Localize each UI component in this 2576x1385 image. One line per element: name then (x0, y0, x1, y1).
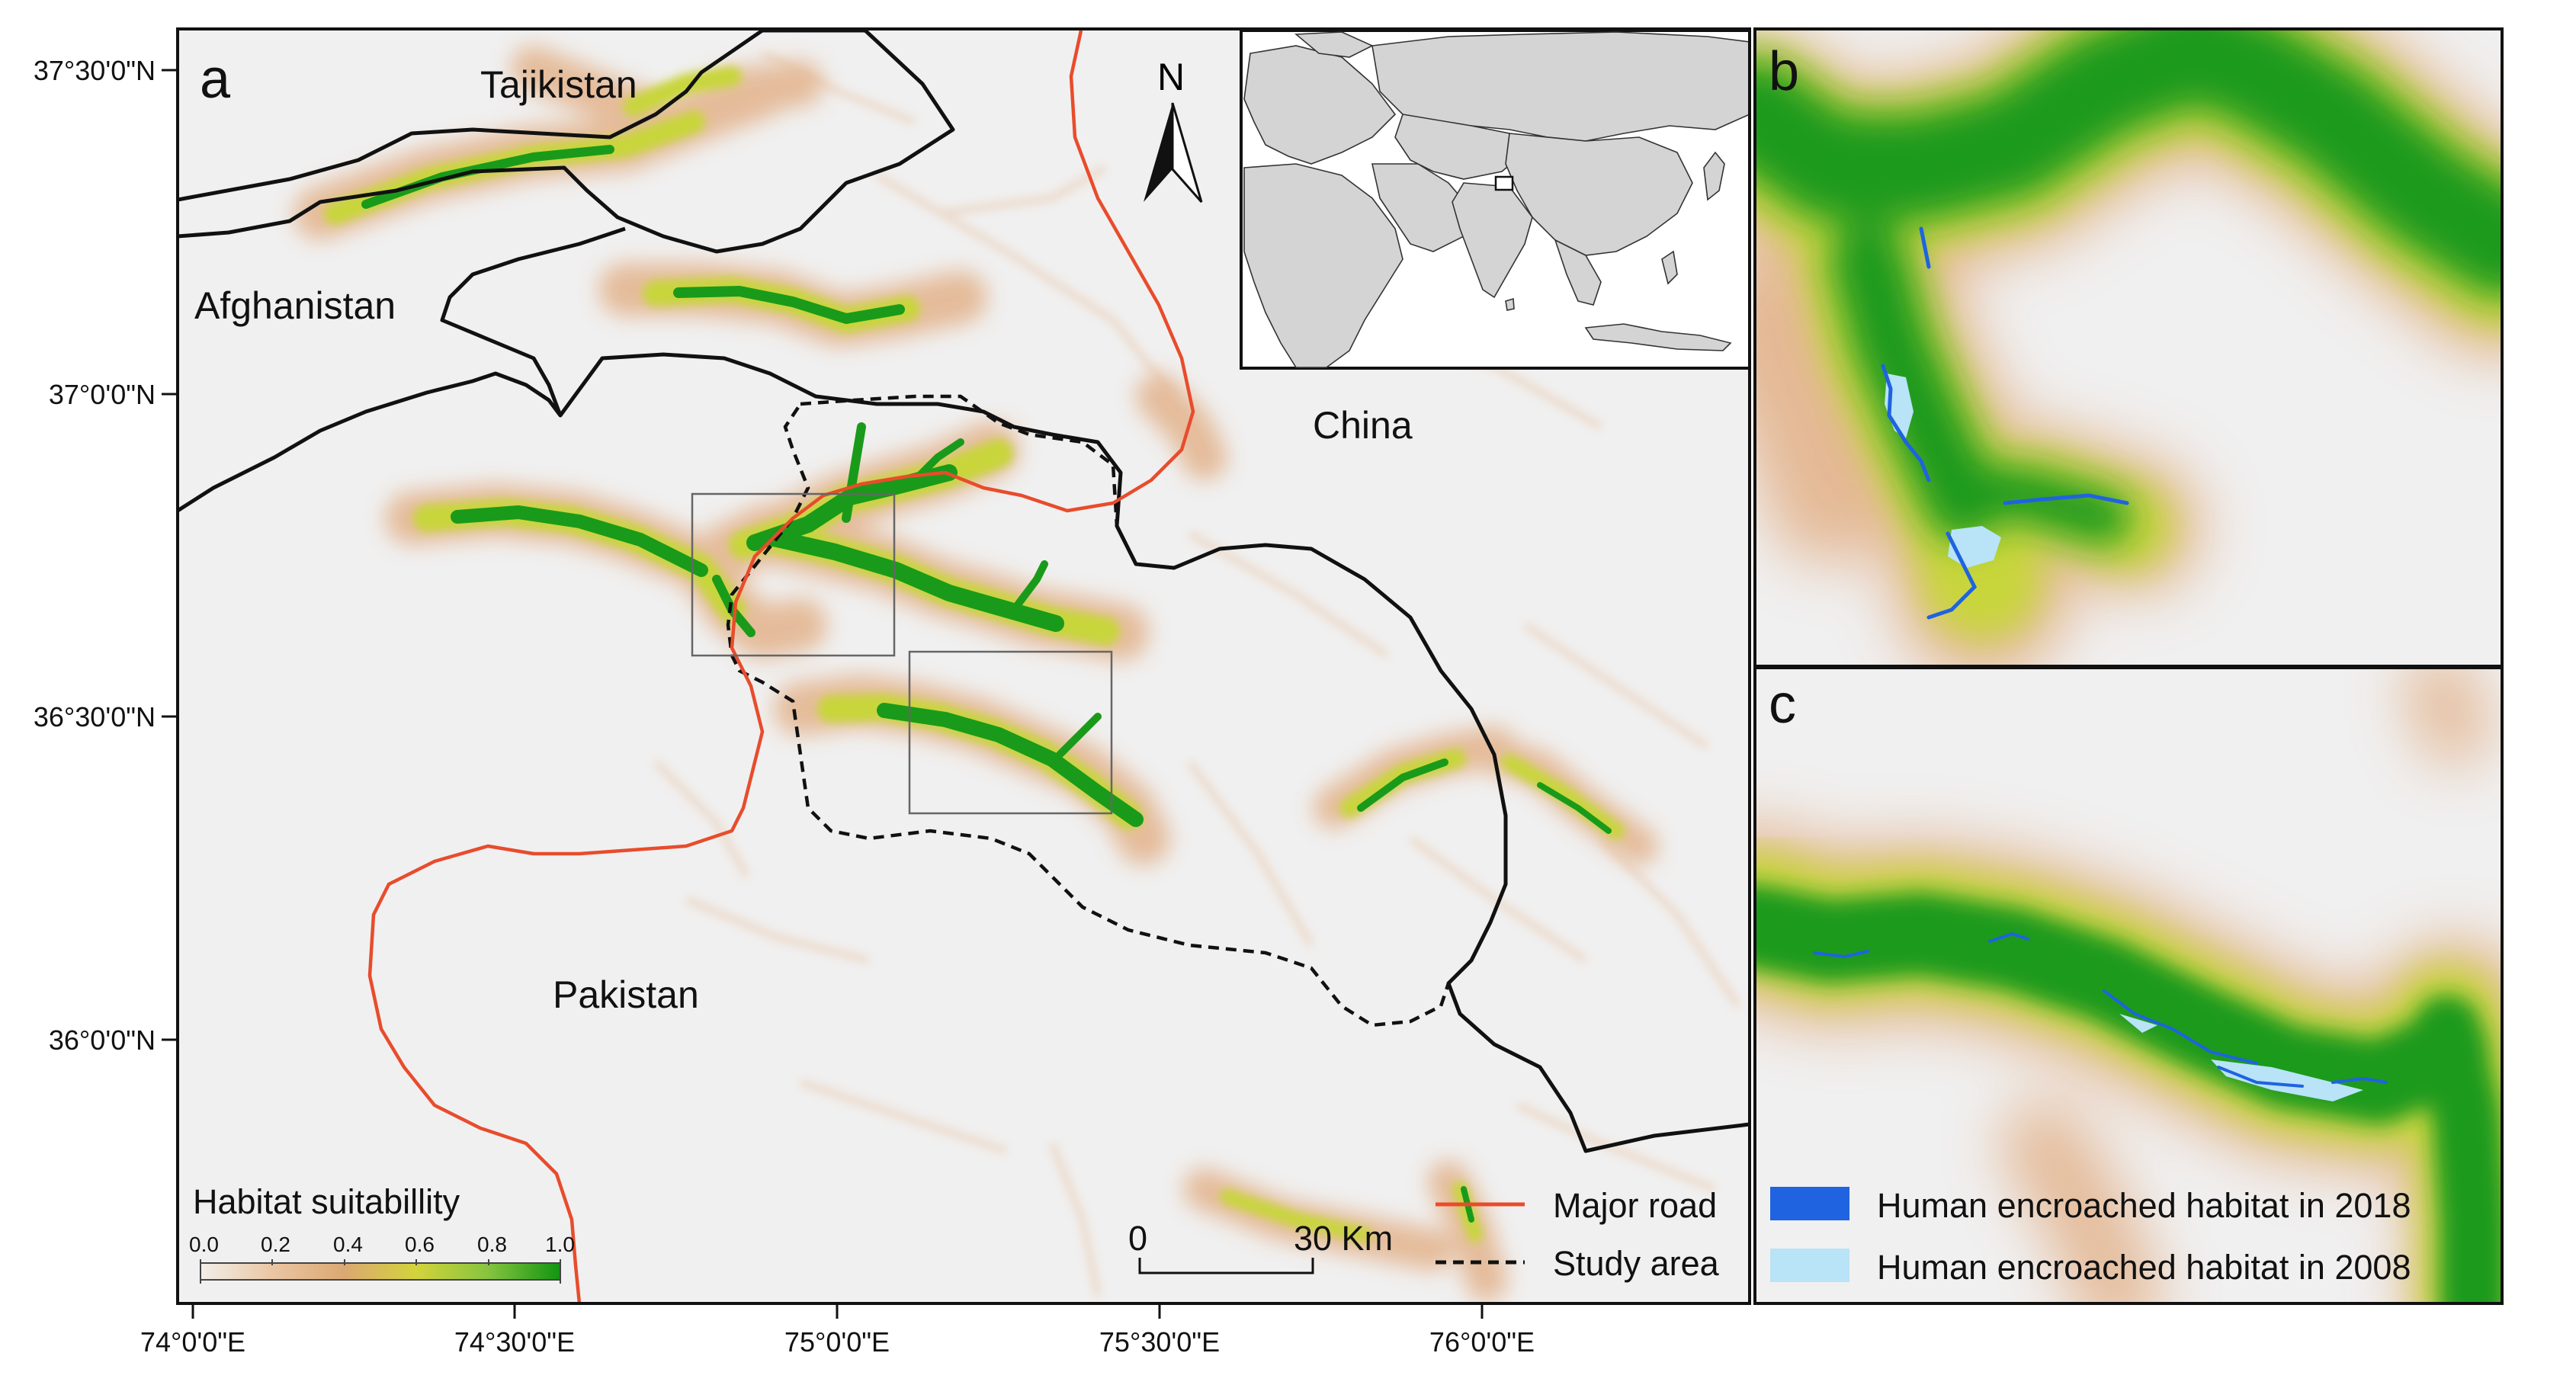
panel-a-letter: a (200, 49, 231, 110)
habitat-tick-0: 0.0 (189, 1233, 219, 1256)
legend-2018-label: Human encroached habitat in 2018 (1877, 1186, 2411, 1225)
scale-bar: 0 30 Km (1128, 1219, 1393, 1274)
habitat-legend-colorbar (200, 1262, 561, 1281)
label-pakistan: Pakistan (553, 973, 699, 1016)
inset-study-location (1494, 175, 1514, 191)
encroachment-c-2018 (1813, 931, 2388, 1088)
habitat-tick-4: 0.8 (477, 1233, 507, 1256)
scale-bar-end: 30 Km (1294, 1219, 1393, 1258)
lon-label-7600: 76°0'0"E (1429, 1326, 1535, 1358)
habitat-legend: Habitat suitabillity 0.0 0.2 0.4 0.6 0.8… (189, 1182, 575, 1284)
habitat-legend-title: Habitat suitabillity (193, 1182, 460, 1221)
lat-label-3600: 36°0'0"N (49, 1024, 156, 1056)
encroachment-c-2008 (2119, 1014, 2363, 1101)
panel-c-map: c Human encroached habitat in 2018 Human… (1753, 666, 2504, 1305)
scale-bar-start: 0 (1128, 1219, 1147, 1258)
lat-label-3730: 37°30'0"N (34, 55, 156, 86)
panel-c-letter: c (1769, 674, 1796, 735)
legend-2008-swatch (1770, 1249, 1849, 1282)
panel-b-letter: b (1769, 41, 1799, 102)
detail-box-c (908, 650, 1113, 815)
latitude-axis: 37°30'0"N 37°0'0"N 36°30'0"N 36°0'0"N (34, 55, 178, 1056)
legend-2018-swatch (1770, 1187, 1849, 1220)
lon-label-7430: 74°30'0"E (454, 1326, 575, 1358)
label-china: China (1313, 404, 1413, 447)
lon-label-7500: 75°0'0"E (784, 1326, 890, 1358)
world-inset-map (1240, 29, 1751, 370)
panel-a-frame (176, 27, 1751, 1305)
label-afghanistan: Afghanistan (194, 284, 396, 327)
encroach-legend: Human encroached habitat in 2018 Human e… (1770, 1186, 2411, 1287)
study-area-boundary (726, 394, 1508, 1028)
legend-study-label: Study area (1553, 1244, 1720, 1283)
major-road (367, 30, 1195, 1303)
label-tajikistan: Tajikistan (480, 63, 637, 106)
tajikistan-border (178, 29, 955, 254)
lat-label-3630: 36°30'0"N (34, 701, 156, 733)
lon-label-7400: 74°0'0"E (140, 1326, 245, 1358)
north-arrow-icon: N (1144, 56, 1203, 203)
north-arrow-letter: N (1157, 56, 1185, 98)
lon-label-7530: 75°30'0"E (1099, 1326, 1220, 1358)
legend-2008-label: Human encroached habitat in 2008 (1877, 1248, 2411, 1287)
habitat-high-suitability (361, 145, 1612, 1223)
longitude-axis: 74°0'0"E 74°30'0"E 75°0'0"E 75°30'0"E 76… (140, 1303, 1535, 1358)
encroachment-b-2018 (1881, 226, 2129, 620)
legend-road-label: Major road (1553, 1186, 1717, 1225)
lat-label-3700: 37°0'0"N (49, 379, 156, 410)
panel-b-map: b (1753, 27, 2504, 668)
habitat-tick-1: 0.2 (261, 1233, 290, 1256)
habitat-tick-3: 0.6 (405, 1233, 435, 1256)
detail-box-b (691, 492, 896, 657)
panel-a-map: a Tajikistan Afghanistan China Pakistan … (178, 29, 1751, 1303)
afghanistan-border (178, 226, 626, 513)
habitat-tick-5: 1.0 (545, 1233, 575, 1256)
map-legend: Major road Study area (1436, 1186, 1720, 1283)
habitat-tick-2: 0.4 (333, 1233, 363, 1256)
